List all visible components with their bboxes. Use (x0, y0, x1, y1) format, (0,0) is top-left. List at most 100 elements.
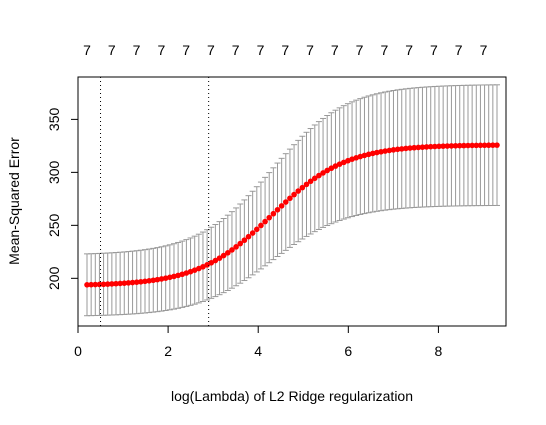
data-point (133, 279, 140, 285)
top-axis-label: 7 (306, 42, 314, 58)
data-point (113, 280, 119, 287)
y-axis: 200 250 300 350 (46, 107, 79, 290)
top-axis-label: 7 (182, 42, 190, 58)
data-point (436, 143, 442, 150)
data-point (374, 149, 380, 156)
data-point (216, 255, 223, 261)
data-point (407, 145, 413, 151)
data-point (444, 143, 451, 149)
data-point (208, 259, 215, 266)
data-point (117, 280, 123, 287)
data-point (287, 195, 293, 202)
x-axis-label: log(Lambda) of L2 Ridge regularization (171, 388, 413, 404)
data-point (237, 240, 244, 247)
data-point (225, 250, 231, 256)
data-point (150, 277, 157, 284)
top-axis-label: 7 (331, 42, 339, 58)
data-point (129, 279, 136, 286)
data-point (394, 146, 401, 153)
data-point (204, 262, 210, 268)
data-point (461, 142, 467, 149)
top-axis-label: 7 (207, 42, 215, 58)
data-point (88, 281, 94, 288)
data-point (104, 281, 111, 287)
data-point (220, 252, 227, 259)
data-point (303, 181, 310, 188)
data-point (473, 142, 480, 149)
data-point (469, 142, 475, 149)
data-point (262, 218, 268, 225)
data-point (270, 210, 277, 217)
data-point (307, 178, 314, 185)
data-point (233, 244, 239, 250)
data-point (100, 281, 107, 288)
top-axis-label: 7 (281, 42, 289, 58)
data-point (432, 143, 438, 150)
data-point (398, 146, 405, 152)
data-point (390, 147, 397, 153)
top-axis-label: 7 (232, 42, 240, 58)
data-point (125, 280, 132, 286)
data-point (229, 247, 235, 253)
x-tick-label: 6 (344, 343, 352, 359)
data-point (403, 145, 409, 152)
y-tick-label: 350 (46, 107, 62, 131)
top-axis-label: 7 (83, 42, 91, 58)
x-tick-label: 0 (74, 343, 82, 359)
data-point (146, 278, 152, 284)
x-tick-label: 4 (254, 343, 262, 359)
data-point (481, 142, 488, 149)
data-point (465, 142, 471, 149)
data-point (295, 188, 302, 194)
data-point (378, 148, 384, 155)
data-point (386, 147, 393, 154)
top-axis-label: 7 (455, 42, 463, 58)
data-point (494, 142, 500, 148)
data-point (311, 175, 318, 182)
plot-frame (77, 76, 507, 327)
data-point (490, 142, 496, 148)
data-point (109, 281, 115, 287)
data-point (456, 142, 463, 149)
data-point (142, 278, 148, 285)
y-tick-label: 250 (46, 213, 62, 237)
data-point (266, 214, 273, 221)
top-axis-label: 7 (380, 42, 388, 58)
data-point (320, 170, 326, 176)
data-point (253, 226, 260, 233)
data-point (92, 281, 99, 288)
top-axis-label: 7 (430, 42, 438, 58)
data-point (158, 276, 165, 282)
top-axis-label: 7 (133, 42, 141, 58)
data-point (258, 222, 264, 229)
data-point (427, 143, 434, 150)
data-point (138, 278, 144, 285)
top-axis-label: 7 (405, 42, 413, 58)
data-point (84, 281, 90, 288)
data-point (121, 280, 128, 286)
top-axis-label: 7 (480, 42, 488, 58)
data-point (299, 184, 306, 191)
x-tick-label: 2 (164, 343, 172, 359)
data-point (282, 199, 289, 205)
x-tick-label: 8 (435, 343, 443, 359)
data-point (419, 144, 426, 150)
data-points (84, 142, 500, 288)
top-axis-label: 7 (356, 42, 364, 58)
top-axis-label: 7 (157, 42, 165, 58)
data-point (440, 143, 446, 149)
x-axis: 0 2 4 6 8 (74, 325, 443, 359)
data-point (328, 165, 335, 172)
data-point (324, 167, 331, 174)
top-axis-label: 7 (108, 42, 116, 58)
data-point (423, 144, 430, 150)
data-point (452, 142, 459, 149)
y-axis-label: Mean-Squared Error (6, 137, 22, 265)
y-tick-label: 200 (46, 266, 62, 290)
data-point (249, 230, 256, 236)
y-tick-label: 300 (46, 160, 62, 184)
top-axis-label: 7 (257, 42, 265, 58)
data-point (477, 142, 484, 149)
